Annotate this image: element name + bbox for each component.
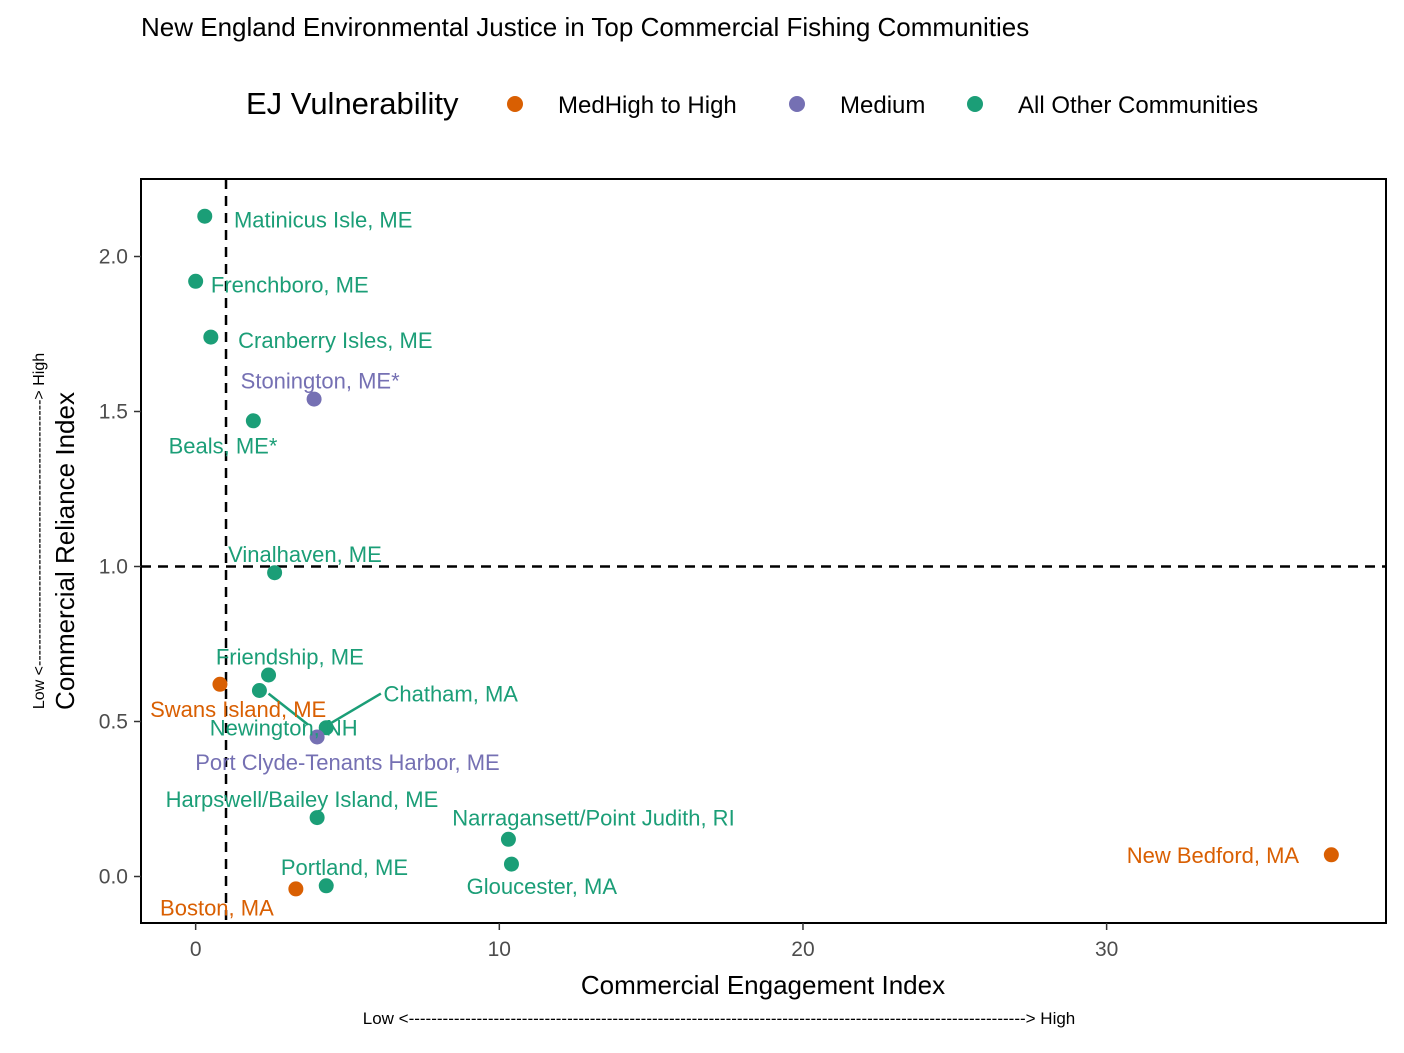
- point-label: Friendship, ME: [216, 644, 364, 669]
- y-tick-label: 1.0: [99, 556, 128, 579]
- x-tick-label: 0: [190, 938, 202, 961]
- label-leader-line: [322, 692, 382, 729]
- legend-entry-label: Medium: [840, 92, 925, 119]
- label-leaders: [267, 692, 382, 729]
- point-label: Narragansett/Point Judith, RI: [452, 806, 734, 831]
- point-label: Frenchboro, ME: [211, 272, 369, 297]
- label-leader-line: [267, 692, 309, 726]
- data-point: [245, 413, 261, 429]
- data-point: [309, 729, 325, 745]
- point-label: Boston, MA: [160, 896, 274, 921]
- legend-marker: [789, 96, 805, 112]
- data-point: [318, 878, 334, 894]
- x-axis: 0 10 20 30: [190, 923, 1118, 961]
- point-label: Matinicus Isle, ME: [234, 207, 413, 232]
- point-label: Gloucester, MA: [467, 874, 618, 899]
- data-point: [212, 676, 228, 692]
- data-point: [267, 565, 283, 581]
- point-label: Newington, NH: [210, 716, 358, 741]
- x-tick-label: 10: [488, 938, 511, 961]
- data-point: [1323, 847, 1339, 863]
- point-label: Portland, ME: [281, 855, 408, 880]
- x-tick-label: 30: [1095, 938, 1118, 961]
- point-label: Vinalhaven, ME: [228, 542, 382, 567]
- point-label: Port Clyde-Tenants Harbor, ME: [195, 750, 499, 775]
- data-point: [188, 273, 204, 289]
- data-point: [500, 831, 516, 847]
- legend-marker: [967, 96, 983, 112]
- point-label: Chatham, MA: [383, 682, 518, 707]
- y-tick-label: 0.5: [99, 711, 128, 734]
- x-axis-direction: Low <-----------------------------------…: [363, 1009, 1076, 1028]
- data-point: [197, 208, 213, 224]
- plot-panel: [140, 178, 1387, 924]
- data-point: [288, 881, 304, 897]
- data-point: [306, 391, 322, 407]
- data-point: [318, 720, 334, 736]
- point-label: Swans Island, ME: [150, 697, 326, 722]
- legend: EJ Vulnerability MedHigh to High Medium Al…: [246, 86, 1258, 121]
- legend-title: EJ Vulnerability: [246, 86, 459, 121]
- y-axis: 0.0 0.5 1.0 1.5 2.0: [99, 246, 141, 889]
- y-tick-label: 1.5: [99, 401, 128, 424]
- y-tick-label: 2.0: [99, 246, 128, 269]
- point-label: New Bedford, MA: [1127, 843, 1300, 868]
- point-label: Harpswell/Bailey Island, ME: [166, 787, 439, 812]
- y-axis-direction: Low <-----------------------------------…: [31, 353, 48, 709]
- data-point: [503, 856, 519, 872]
- reference-lines: [141, 179, 1386, 923]
- point-label: Beals, ME*: [169, 434, 278, 459]
- x-tick-label: 20: [791, 938, 814, 961]
- point-label: Cranberry Isles, ME: [238, 328, 432, 353]
- y-tick-label: 0.0: [99, 866, 128, 889]
- chart-title: New England Environmental Justice in Top…: [141, 12, 1029, 42]
- legend-entry-label: All Other Communities: [1018, 92, 1258, 119]
- legend-entry-label: MedHigh to High: [558, 92, 737, 119]
- y-axis-label: Commercial Reliance Index: [50, 392, 80, 710]
- legend-marker: [507, 96, 523, 112]
- data-point: [309, 810, 325, 826]
- x-axis-label: Commercial Engagement Index: [581, 970, 945, 1000]
- data-point: [203, 329, 219, 345]
- point-labels: Matinicus Isle, ME Frenchboro, ME Cranberr…: [150, 207, 1299, 920]
- data-point: [251, 683, 267, 698]
- data-point: [261, 667, 277, 683]
- data-points: [188, 208, 1339, 897]
- point-label: Stonington, ME*: [241, 369, 400, 394]
